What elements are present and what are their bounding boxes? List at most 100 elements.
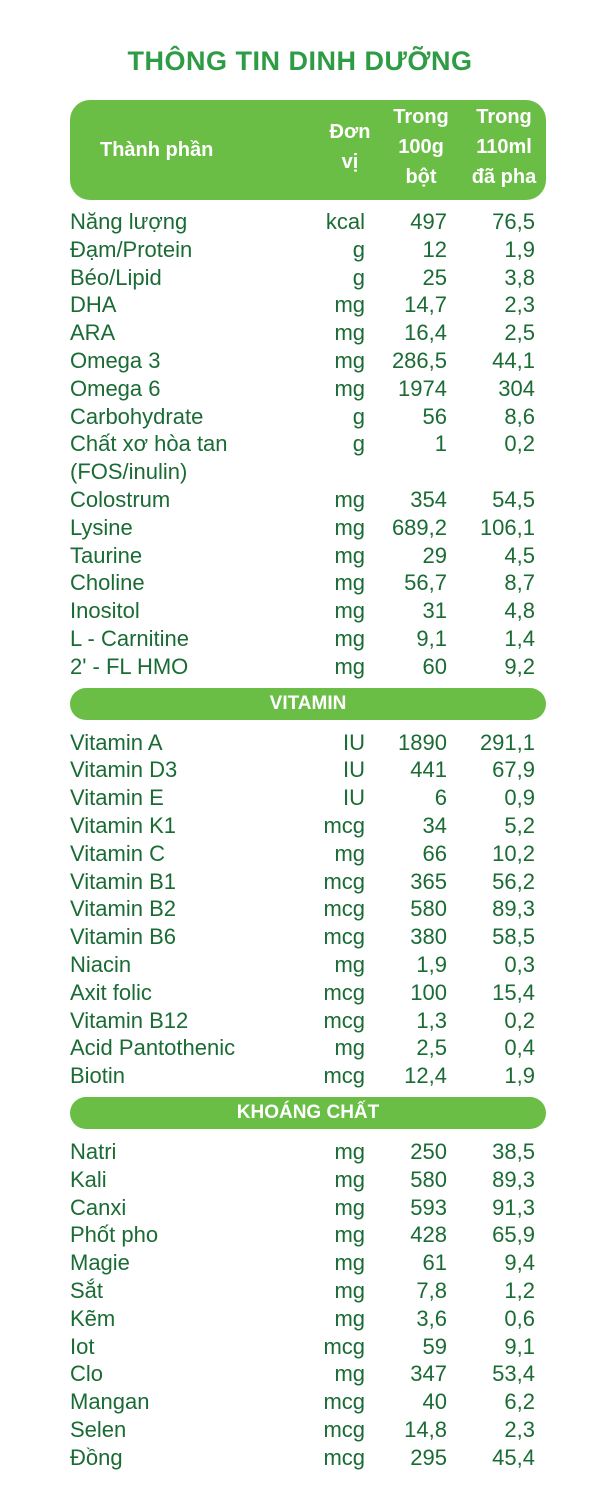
per-110ml: 1,9 [504, 236, 535, 262]
component: Kali [70, 1166, 107, 1192]
table-row: Choline mg 56,7 8,7 [0, 569, 600, 597]
per-100g: 354 [410, 487, 447, 512]
table-row: Omega 6 mg 1974 304 [0, 375, 600, 403]
per-100g: 40 [422, 1389, 447, 1415]
table-row: Vitamin E IU 6 0,9 [0, 784, 600, 812]
per-100g: 286,5 [391, 348, 447, 373]
unit: IU [343, 785, 365, 811]
per-110ml: 56,2 [492, 868, 535, 894]
component: Đồng [70, 1444, 123, 1470]
section-heading: KHOÁNG CHẤT [70, 1097, 546, 1129]
per-100g: 60 [422, 653, 447, 679]
component: L - Carnitine [70, 626, 190, 651]
per-110ml: 9,1 [504, 1333, 535, 1359]
table-row: 2' - FL HMO mg 60 9,2 [0, 653, 600, 681]
unit: kcal [325, 209, 365, 234]
table-row: Niacin mg 1,9 0,3 [0, 951, 600, 979]
unit: mg [334, 514, 365, 540]
per-110ml: 1,2 [504, 1278, 535, 1303]
component: DHA [70, 292, 117, 318]
per-110ml: 3,8 [504, 264, 535, 290]
title: THÔNG TIN DINH DƯỠNG [127, 46, 473, 76]
table-row: Omega 3 mg 286,5 44,1 [0, 347, 600, 375]
unit: mg [334, 1361, 365, 1387]
per-110ml: 0,9 [504, 785, 535, 811]
unit: mg [334, 570, 365, 596]
per-100g: 7,8 [416, 1278, 447, 1303]
per-110ml: 65,9 [492, 1222, 535, 1248]
table-row: Chất xơ hòa tan (FOS/inulin) g 1 0,2 [0, 430, 600, 486]
unit: mg [334, 952, 365, 977]
component: Mangan [70, 1389, 150, 1415]
table-row: Vitamin B12 mcg 1,3 0,2 [0, 1007, 600, 1035]
per-100g: 6 [434, 785, 447, 811]
unit: mcg [323, 1444, 365, 1470]
per-100g: 14,8 [404, 1417, 447, 1442]
unit: mg [334, 542, 365, 568]
component: Kẽm [70, 1305, 116, 1331]
per-100g: 1890 [398, 729, 447, 755]
per-110ml: 89,3 [492, 1166, 535, 1192]
per-100g: 250 [410, 1139, 447, 1164]
per-100g: 3,6 [416, 1305, 447, 1331]
table-row: Vitamin B6 mcg 380 58,5 [0, 923, 600, 951]
unit: mg [334, 292, 365, 318]
header-100g: Trong 100g bột [393, 106, 449, 188]
component: Acid Pantothenic [70, 1035, 236, 1061]
unit: mcg [323, 1007, 365, 1033]
unit: mg [334, 487, 365, 512]
per-110ml: 4,8 [504, 598, 535, 624]
component: Clo [70, 1361, 104, 1387]
unit: mg [334, 1305, 365, 1331]
per-100g: 59 [422, 1333, 447, 1359]
per-100g: 441 [410, 757, 447, 783]
per-110ml: 58,5 [492, 924, 535, 950]
unit: IU [343, 757, 365, 783]
per-100g: 100 [410, 979, 447, 1005]
table-row: DHA mg 14,7 2,3 [0, 291, 600, 319]
per-110ml: 10,2 [492, 840, 535, 866]
unit: g [352, 264, 365, 290]
component: Iot [70, 1333, 95, 1359]
per-110ml: 8,7 [504, 570, 535, 596]
table-row: Vitamin C mg 66 10,2 [0, 840, 600, 868]
component: Vitamin E [70, 785, 164, 811]
per-100g: 1 [434, 431, 447, 457]
table-header: Thành phần Đơn vị Trong 100g bột Trong 1… [70, 100, 546, 200]
header-unit: Đơn vị [329, 121, 371, 173]
per-100g: 25 [422, 264, 447, 290]
component: Inositol [70, 598, 140, 624]
per-110ml: 67,9 [492, 757, 535, 783]
unit: mg [334, 1222, 365, 1248]
unit: mcg [323, 1389, 365, 1415]
component: Choline [70, 570, 145, 596]
component: Selen [70, 1417, 127, 1442]
table-row: L - Carnitine mg 9,1 1,4 [0, 625, 600, 653]
table-row: Phốt pho mg 428 65,9 [0, 1221, 600, 1249]
table-row: Vitamin B1 mcg 365 56,2 [0, 868, 600, 896]
per-100g: 34 [422, 813, 447, 838]
unit: mcg [323, 1417, 365, 1442]
component: Biotin [70, 1063, 126, 1089]
component: Phốt pho [70, 1222, 159, 1248]
table-row: Acid Pantothenic mg 2,5 0,4 [0, 1034, 600, 1062]
table-row: Taurine mg 29 4,5 [0, 542, 600, 570]
unit: mg [334, 840, 365, 866]
component: Đạm/Protein [70, 236, 193, 262]
component: Taurine [70, 542, 143, 568]
table-row: Selen mcg 14,8 2,3 [0, 1416, 600, 1444]
per-100g: 31 [422, 598, 447, 624]
table-row: Canxi mg 593 91,3 [0, 1194, 600, 1222]
per-100g: 1,3 [416, 1007, 447, 1033]
table-row: Clo mg 347 53,4 [0, 1360, 600, 1388]
per-100g: 428 [410, 1222, 447, 1248]
component: Natri [70, 1139, 117, 1164]
table-row: Đạm/Protein g 12 1,9 [0, 236, 600, 264]
per-100g: 689,2 [391, 514, 447, 540]
unit: mg [334, 598, 365, 624]
table-row: Vitamin K1 mcg 34 5,2 [0, 812, 600, 840]
component: Magie [70, 1250, 130, 1276]
component: Niacin [70, 952, 132, 977]
per-100g: 580 [410, 896, 447, 922]
per-110ml: 8,6 [504, 403, 535, 429]
